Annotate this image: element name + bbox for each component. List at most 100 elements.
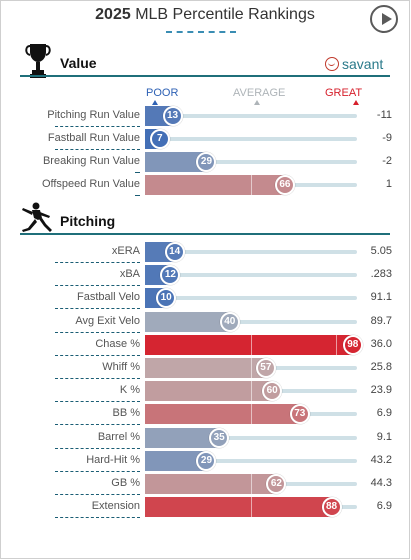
row-divider xyxy=(135,195,140,196)
percentile-badge: 66 xyxy=(274,175,295,195)
baseball-icon xyxy=(325,57,339,71)
row-divider xyxy=(55,285,140,287)
percentile-bar xyxy=(145,311,230,332)
percentile-badge: 62 xyxy=(266,474,287,494)
metric-row[interactable]: Breaking Run Value 29 -2 xyxy=(0,151,411,173)
metric-value: .283 xyxy=(370,268,392,281)
metric-name: Breaking Run Value xyxy=(42,155,140,167)
row-divider xyxy=(55,354,140,356)
metric-value: 6.9 xyxy=(376,407,392,420)
title-year: 2025 xyxy=(95,6,131,23)
metric-name: BB % xyxy=(112,407,140,420)
scale-great-arrow xyxy=(353,100,359,105)
metric-row[interactable]: Fastball Velo 10 91.1 xyxy=(0,287,411,310)
pitcher-icon xyxy=(22,202,52,232)
metric-row[interactable]: xBA 12 .283 xyxy=(0,264,411,287)
row-divider xyxy=(55,126,140,127)
play-button[interactable] xyxy=(370,5,398,33)
metric-value: 36.0 xyxy=(370,337,392,350)
percentile-badge: 73 xyxy=(289,404,310,425)
percentile-bar xyxy=(145,175,285,195)
metric-name: Hard-Hit % xyxy=(86,453,140,466)
percentile-bar xyxy=(145,334,353,355)
page-title: 2025 MLB Percentile Rankings xyxy=(0,6,410,24)
percentile-badge: 35 xyxy=(209,427,230,448)
metric-name: Barrel % xyxy=(97,430,140,443)
metric-row[interactable]: GB % 62 44.3 xyxy=(0,473,411,495)
percentile-badge: 57 xyxy=(255,358,276,378)
metric-row[interactable]: Fastball Run Value 7 -9 xyxy=(0,128,411,150)
percentile-badge: 60 xyxy=(262,381,283,402)
metric-value: 6.9 xyxy=(376,500,392,513)
percentile-track xyxy=(145,160,357,164)
metric-value: 5.05 xyxy=(370,245,392,257)
percentile-track xyxy=(145,273,357,278)
row-divider xyxy=(55,401,140,403)
scale-average-arrow xyxy=(254,100,260,105)
reference-line xyxy=(251,474,252,494)
percentile-badge: 12 xyxy=(160,265,181,286)
metric-value: 89.7 xyxy=(370,314,392,327)
row-divider xyxy=(55,308,140,310)
metric-value: 9.1 xyxy=(376,430,392,443)
metric-row[interactable]: Offspeed Run Value 66 1 xyxy=(0,174,411,196)
section-rule xyxy=(20,75,390,77)
percentile-track xyxy=(145,296,357,301)
percentile-bar xyxy=(145,404,300,425)
metric-value: -9 xyxy=(382,132,392,144)
row-divider xyxy=(55,331,140,333)
metric-name: xBA xyxy=(119,268,140,281)
metric-row[interactable]: Whiff % 57 25.8 xyxy=(0,357,411,379)
section-header-value: Value xyxy=(20,42,390,78)
percentile-badge: 40 xyxy=(219,311,240,332)
row-divider xyxy=(55,424,140,426)
metric-name: Chase % xyxy=(95,337,140,350)
percentile-bar xyxy=(145,450,207,471)
row-divider xyxy=(55,149,140,150)
reference-line xyxy=(251,381,252,402)
metric-name: GB % xyxy=(111,477,140,489)
metric-value: 1 xyxy=(385,178,392,190)
percentile-bar xyxy=(145,152,207,172)
percentile-badge: 98 xyxy=(342,334,363,355)
metric-row[interactable]: xERA 14 5.05 xyxy=(0,241,411,263)
percentile-bar xyxy=(145,497,332,518)
section-title-value: Value xyxy=(60,55,97,71)
scale-average-label: AVERAGE xyxy=(233,87,286,99)
percentile-bar xyxy=(145,427,220,448)
reference-line xyxy=(251,497,252,518)
percentile-track xyxy=(145,114,357,118)
percentile-badge: 29 xyxy=(196,450,217,471)
metric-name: Avg Exit Velo xyxy=(75,314,140,327)
metric-name: Extension xyxy=(91,500,140,513)
metric-row[interactable]: Hard-Hit % 29 43.2 xyxy=(0,450,411,472)
metric-row[interactable]: Pitching Run Value 13 -11 xyxy=(0,105,411,127)
section-rule xyxy=(20,233,390,235)
percentile-track xyxy=(145,250,357,254)
row-divider xyxy=(55,517,140,519)
scale-great-label: GREAT xyxy=(325,87,363,99)
title-text: MLB Percentile Rankings xyxy=(135,6,315,23)
metric-name: K % xyxy=(119,384,140,397)
metric-name: Fastball Run Value xyxy=(47,132,140,144)
metric-row[interactable]: K % 60 23.9 xyxy=(0,380,411,403)
title-underline xyxy=(166,31,236,33)
percentile-badge: 29 xyxy=(196,152,217,172)
metric-row[interactable]: Extension 88 6.9 xyxy=(0,496,411,519)
metric-row[interactable]: BB % 73 6.9 xyxy=(0,403,411,426)
metric-row[interactable]: Avg Exit Velo 40 89.7 xyxy=(0,311,411,333)
percentile-track xyxy=(145,137,357,141)
metric-row[interactable]: Chase % 98 36.0 xyxy=(0,334,411,356)
savant-logo[interactable]: savant xyxy=(325,56,383,72)
section-title-pitching: Pitching xyxy=(60,213,116,229)
metric-name: Fastball Velo xyxy=(77,291,140,304)
reference-line xyxy=(251,175,252,195)
percentile-badge: 10 xyxy=(156,288,177,309)
percentile-bar xyxy=(145,474,277,494)
percentile-bar xyxy=(145,358,266,378)
metric-row[interactable]: Barrel % 35 9.1 xyxy=(0,427,411,449)
row-divider xyxy=(55,262,140,263)
metric-name: Whiff % xyxy=(102,361,140,373)
row-divider xyxy=(135,172,140,173)
reference-line xyxy=(251,404,252,425)
